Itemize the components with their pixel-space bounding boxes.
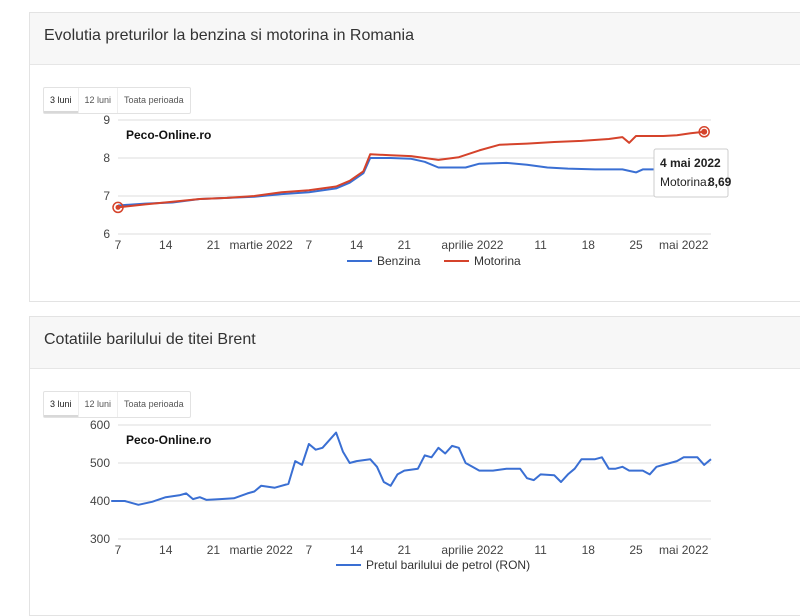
tab-3-months[interactable]: 3 luni	[44, 392, 79, 417]
end-point-dot	[701, 128, 708, 135]
tab-12-months[interactable]: 12 luni	[79, 392, 119, 417]
x-tick-label: 18	[582, 238, 596, 252]
x-tick-label: 21	[207, 543, 221, 557]
x-tick-label: 25	[629, 543, 643, 557]
series-line-motorina	[117, 130, 705, 209]
y-tick-label: 7	[103, 189, 110, 203]
fuel-period-tabs: 3 luni 12 luni Toata perioada	[43, 87, 191, 114]
tab-all-period[interactable]: Toata perioada	[124, 95, 184, 105]
x-tick-label: mai 2022	[659, 238, 709, 252]
x-tick-label: 7	[306, 543, 313, 557]
end-point-marker	[698, 126, 710, 138]
chart-tooltip: 4 mai 2022 Motorina: 8,69	[653, 148, 732, 198]
x-tick-label: 7	[115, 238, 122, 252]
chart-watermark: Peco-Online.ro	[126, 433, 211, 447]
y-tick-label: 500	[90, 456, 110, 470]
y-tick-label: 600	[90, 418, 110, 432]
x-tick-label: 25	[629, 238, 643, 252]
legend-label: Pretul barilului de petrol (RON)	[366, 558, 530, 572]
legend-label: Motorina	[474, 254, 521, 268]
tooltip-date: 4 mai 2022	[660, 156, 721, 170]
x-tick-label: 11	[534, 543, 547, 557]
legend-label: Benzina	[377, 254, 421, 268]
x-tick-label: 11	[534, 238, 547, 252]
brent-price-chart: 300 400 500 600 7 14 21 martie 2022 7 14 21 aprilie…	[90, 418, 712, 572]
x-tick-label: martie 2022	[229, 238, 293, 252]
tooltip-label: Motorina:	[660, 175, 710, 189]
y-tick-label: 6	[103, 227, 110, 241]
x-tick-label: 7	[306, 238, 313, 252]
x-tick-label: aprilie 2022	[441, 543, 503, 557]
series-line-pretul-barilului-de-petrol-ron-	[111, 431, 712, 506]
brent-period-tabs: 3 luni 12 luni Toata perioada	[43, 391, 191, 418]
chart-watermark: Peco-Online.ro	[126, 128, 211, 142]
fuel-card-title: Evolutia preturilor la benzina si motori…	[30, 13, 800, 65]
x-tick-label: 21	[398, 543, 412, 557]
tab-all-period[interactable]: Toata perioada	[124, 399, 184, 409]
x-tick-label: 14	[159, 238, 173, 252]
x-tick-label: 14	[350, 543, 364, 557]
x-tick-label: 14	[159, 543, 173, 557]
x-tick-label: aprilie 2022	[441, 238, 503, 252]
x-tick-label: mai 2022	[659, 543, 709, 557]
y-tick-label: 9	[103, 113, 110, 127]
start-point-marker	[112, 201, 124, 214]
x-tick-label: 14	[350, 238, 364, 252]
x-tick-label: 21	[207, 238, 221, 252]
tooltip-value: 8,69	[708, 175, 732, 189]
y-tick-label: 300	[90, 532, 110, 546]
x-tick-label: martie 2022	[229, 543, 293, 557]
start-point-dot	[115, 204, 121, 210]
brent-price-card: Cotatiile barilului de titei Brent 3 lun…	[29, 316, 800, 616]
brent-card-title: Cotatiile barilului de titei Brent	[30, 317, 800, 369]
x-tick-label: 7	[115, 543, 122, 557]
x-tick-label: 18	[582, 543, 596, 557]
y-tick-label: 8	[103, 151, 110, 165]
tooltip-box	[653, 148, 729, 198]
tab-3-months[interactable]: 3 luni	[44, 88, 79, 113]
x-tick-label: 21	[398, 238, 412, 252]
tab-12-months[interactable]: 12 luni	[79, 88, 119, 113]
y-tick-label: 400	[90, 494, 110, 508]
